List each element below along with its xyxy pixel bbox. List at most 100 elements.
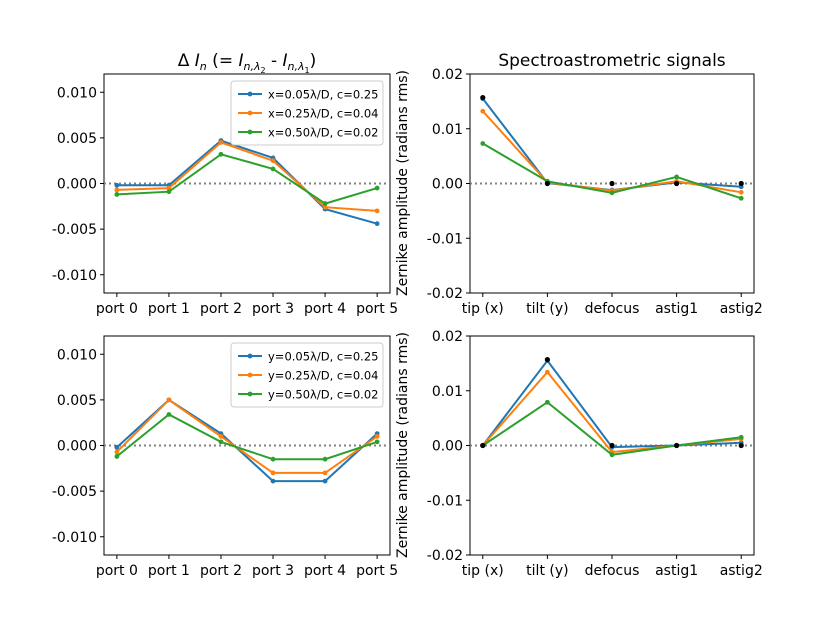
x-tick-label-top-left: port 4 (304, 301, 346, 317)
data-point-bottom-left-2 (374, 433, 380, 439)
data-point-top-left-2 (322, 204, 328, 210)
data-point-bottom-left-1 (322, 478, 328, 484)
reference-point-bottom-right (609, 442, 615, 449)
x-tick-label-top-left: port 3 (252, 301, 294, 317)
data-point-bottom-left-1 (270, 478, 276, 484)
series-line-top-left-1 (116, 139, 378, 225)
y-tick-label-top-left: -0.010 (52, 268, 97, 284)
x-tick-label-top-left: port 2 (200, 301, 242, 317)
data-point-bottom-left-2 (322, 470, 328, 476)
reference-point-top-right (674, 180, 680, 187)
legend-marker-bottom-left-1 (247, 353, 253, 359)
reference-point-top-right (480, 94, 486, 101)
reference-point-bottom-right (738, 442, 744, 449)
data-point-bottom-left-3 (114, 454, 120, 459)
data-point-bottom-left-3 (218, 439, 224, 445)
y-tick-label-bottom-left: 0.000 (57, 439, 97, 455)
data-point-bottom-left-2 (166, 397, 172, 403)
x-tick-label-bottom-left: port 0 (96, 563, 138, 579)
y-tick-label-bottom-right: 0.02 (432, 329, 463, 345)
y-tick-label-bottom-left: 0.010 (57, 347, 97, 363)
data-point-bottom-left-2 (114, 449, 120, 455)
data-point-bottom-right-3 (544, 399, 550, 405)
x-tick-label-bottom-right: astig2 (720, 563, 763, 579)
y-tick-label-top-left: 0.005 (57, 131, 97, 147)
y-tick-label-bottom-right: 0.00 (432, 439, 463, 455)
x-tick-label-bottom-right: astig1 (655, 563, 698, 579)
legend-label-top-left-2: x=0.25λ/D, c=0.04 (268, 107, 378, 121)
x-tick-label-bottom-left: port 3 (252, 563, 294, 579)
x-tick-label-bottom-right: defocus (585, 563, 640, 579)
data-point-top-right-3 (609, 190, 615, 196)
data-point-bottom-right-3 (609, 452, 615, 458)
y-tick-label-top-left: -0.005 (52, 222, 97, 238)
x-tick-label-bottom-left: port 1 (148, 563, 190, 579)
data-point-bottom-right-3 (738, 434, 744, 440)
legend-marker-top-left-1 (247, 91, 253, 97)
y-tick-label-top-right: 0.00 (432, 177, 463, 193)
chart-title-top-left: Δ In (= In,λ2 - In,λ1) (178, 51, 317, 75)
data-point-top-left-2 (218, 140, 224, 145)
legend-box-top-left (230, 80, 384, 146)
x-tick-label-top-right: tip (x) (462, 301, 504, 317)
legend-label-bottom-left-1: y=0.05λ/D, c=0.25 (268, 350, 378, 364)
y-axis-label-top-right: Zernike amplitude (radians rms) (395, 70, 411, 296)
y-tick-label-top-left: 0.000 (57, 177, 97, 193)
y-tick-label-top-left: 0.010 (57, 85, 97, 101)
y-tick-label-bottom-right: -0.02 (427, 548, 463, 564)
reference-point-top-right (738, 180, 744, 187)
y-tick-label-top-right: 0.01 (432, 122, 463, 138)
data-point-bottom-left-2 (218, 433, 224, 439)
x-tick-label-top-right: astig1 (655, 301, 698, 317)
y-tick-label-bottom-left: -0.010 (52, 530, 97, 546)
x-tick-label-top-right: astig2 (720, 301, 763, 317)
data-point-top-left-3 (270, 166, 276, 172)
data-point-top-left-3 (114, 192, 120, 197)
legend-marker-bottom-left-2 (247, 372, 253, 378)
reference-point-bottom-right (544, 356, 550, 363)
data-point-top-right-3 (738, 195, 744, 201)
y-tick-label-bottom-right: 0.01 (432, 384, 463, 400)
legend-marker-top-left-2 (247, 110, 253, 116)
legend-label-top-left-1: x=0.05λ/D, c=0.25 (268, 88, 378, 102)
legend-label-bottom-left-3: y=0.50λ/D, c=0.02 (268, 388, 378, 402)
y-axis-label-bottom-right: Zernike amplitude (radians rms) (395, 332, 411, 558)
data-point-bottom-left-2 (270, 470, 276, 476)
series-line-bottom-left-3 (116, 413, 378, 461)
x-tick-label-top-right: defocus (585, 301, 640, 317)
data-point-top-left-3 (322, 201, 328, 206)
legend-label-bottom-left-2: y=0.25λ/D, c=0.04 (268, 369, 378, 383)
data-point-top-left-3 (218, 151, 224, 157)
x-tick-label-top-right: tilt (y) (526, 301, 568, 317)
data-point-bottom-left-3 (322, 456, 328, 462)
data-point-top-left-2 (270, 158, 276, 164)
x-tick-label-bottom-right: tip (x) (462, 563, 504, 579)
reference-point-bottom-right (674, 442, 680, 449)
data-point-top-right-3 (674, 174, 680, 180)
x-tick-label-top-left: port 1 (148, 301, 190, 317)
data-point-top-right-2 (738, 189, 744, 195)
data-point-top-left-1 (114, 182, 120, 188)
y-tick-label-top-right: -0.01 (427, 231, 463, 247)
legend-marker-bottom-left-3 (247, 391, 253, 397)
data-point-bottom-left-1 (114, 444, 120, 450)
data-point-bottom-right-2 (544, 369, 550, 375)
series-line-top-left-2 (116, 141, 378, 212)
data-point-top-left-1 (374, 221, 380, 227)
data-point-bottom-left-3 (270, 456, 276, 462)
reference-point-top-right (544, 180, 550, 187)
reference-point-bottom-right (480, 442, 486, 449)
series-line-top-left-3 (116, 153, 378, 205)
x-tick-label-bottom-left: port 4 (304, 563, 346, 579)
x-tick-label-top-left: port 0 (96, 301, 138, 317)
data-point-bottom-left-3 (166, 412, 172, 417)
x-tick-label-top-left: port 5 (356, 301, 398, 317)
legend-box-bottom-left (230, 342, 384, 408)
x-tick-label-bottom-left: port 2 (200, 563, 242, 579)
y-tick-label-bottom-left: 0.005 (57, 393, 97, 409)
legend-label-top-left-3: x=0.50λ/D, c=0.02 (268, 126, 378, 140)
data-point-bottom-left-3 (374, 439, 380, 445)
x-tick-label-bottom-right: tilt (y) (526, 563, 568, 579)
data-point-top-left-2 (374, 208, 380, 214)
